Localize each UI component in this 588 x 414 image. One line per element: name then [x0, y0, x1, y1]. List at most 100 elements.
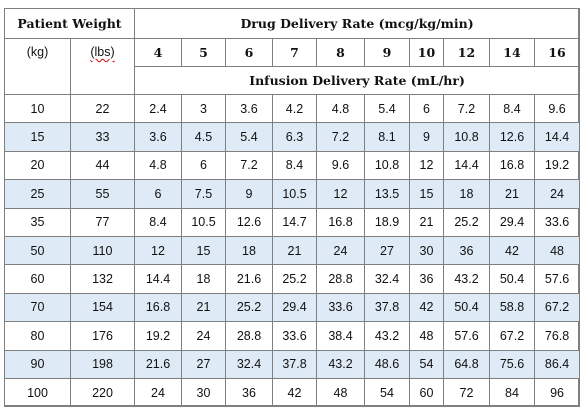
infusion-rate-cell: 21.6 [134, 349, 182, 379]
infusion-rate-cell: 10.8 [364, 150, 410, 181]
infusion-rate-cell: 30 [409, 235, 444, 266]
table-row: 20 44 4.8 6 7.2 8.4 9.6 10.8 12 14.4 16.8 19.2 [4, 150, 581, 181]
weight-kg-cell: 60 [4, 264, 71, 294]
infusion-rate-cell: 27 [364, 235, 410, 266]
weight-kg-cell: 25 [4, 179, 71, 209]
infusion-rate-cell: 8.4 [272, 150, 317, 181]
infusion-rate-cell: 16.8 [316, 207, 365, 237]
header-row-1: Patient Weight Drug Delivery Rate (mcg/k… [4, 8, 581, 39]
infusion-rate-cell: 10.5 [272, 179, 317, 209]
infusion-rate-cell: 84 [489, 377, 535, 408]
kg-unit-header: (kg) [4, 38, 71, 95]
infusion-rate-cell: 36 [225, 377, 273, 408]
weight-kg-cell: 10 [4, 93, 71, 124]
weight-kg-cell: 50 [4, 235, 71, 266]
weight-kg-cell: 90 [4, 349, 71, 379]
infusion-rate-cell: 67.2 [533, 292, 581, 323]
infusion-rate-cell: 29.4 [489, 207, 535, 237]
table-row: 100 220 24 30 36 42 48 54 60 72 84 96 [4, 377, 581, 408]
dose-header: 8 [316, 38, 365, 67]
table-body: 10 22 2.4 3 3.6 4.2 4.8 5.4 6 7.2 8.4 9.6 15 33 3.6 4.5… [4, 93, 581, 408]
weight-lbs-cell: 198 [70, 349, 135, 379]
infusion-rate-cell: 64.8 [443, 349, 490, 379]
infusion-rate-cell: 8.1 [364, 122, 410, 152]
dose-header: 5 [181, 38, 226, 67]
infusion-rate-cell: 24 [181, 321, 226, 351]
infusion-rate-cell: 7.2 [225, 150, 273, 181]
infusion-rate-cell: 14.4 [134, 264, 182, 294]
infusion-rate-cell: 12.6 [225, 207, 273, 237]
infusion-rate-cell: 50.4 [489, 264, 535, 294]
infusion-rate-cell: 37.8 [364, 292, 410, 323]
infusion-rate-cell: 14.4 [443, 150, 490, 181]
infusion-rate-cell: 3.6 [225, 93, 273, 124]
infusion-rate-cell: 6 [134, 179, 182, 209]
infusion-rate-cell: 8.4 [134, 207, 182, 237]
infusion-rate-cell: 21 [489, 179, 535, 209]
infusion-rate-cell: 4.8 [134, 150, 182, 181]
header-row-2: (kg) (lbs) 4 5 6 7 8 9 10 12 14 16 [4, 38, 581, 95]
infusion-rate-cell: 9 [409, 122, 444, 152]
infusion-rate-cell: 33.6 [272, 321, 317, 351]
infusion-rate-cell: 16.8 [489, 150, 535, 181]
infusion-rate-cell: 18 [443, 179, 490, 209]
infusion-rate-cell: 21 [181, 292, 226, 323]
dosage-table-frame: Patient Weight Drug Delivery Rate (mcg/k… [4, 8, 581, 408]
infusion-rate-cell: 50.4 [443, 292, 490, 323]
dose-header: 12 [443, 38, 490, 67]
weight-lbs-cell: 77 [70, 207, 135, 237]
table-row: 25 55 6 7.5 9 10.5 12 13.5 15 18 21 24 [4, 179, 581, 209]
infusion-rate-cell: 42 [272, 377, 317, 408]
weight-lbs-cell: 55 [70, 179, 135, 209]
infusion-rate-cell: 13.5 [364, 179, 410, 209]
table-row: 90 198 21.6 27 32.4 37.8 43.2 48.6 54 64.8 75.6 86.… [4, 349, 581, 379]
weight-lbs-cell: 154 [70, 292, 135, 323]
infusion-rate-cell: 24 [533, 179, 581, 209]
weight-lbs-cell: 44 [70, 150, 135, 181]
weight-kg-cell: 15 [4, 122, 71, 152]
weight-lbs-cell: 220 [70, 377, 135, 408]
infusion-rate-cell: 37.8 [272, 349, 317, 379]
infusion-rate-cell: 28.8 [225, 321, 273, 351]
table-row: 15 33 3.6 4.5 5.4 6.3 7.2 8.1 9 10.8 12.6 14.4 [4, 122, 581, 152]
dose-header: 10 [409, 38, 444, 67]
infusion-rate-cell: 48.6 [364, 349, 410, 379]
infusion-rate-cell: 43.2 [443, 264, 490, 294]
infusion-rate-cell: 15 [409, 179, 444, 209]
infusion-rate-cell: 86.4 [533, 349, 581, 379]
table-row: 60 132 14.4 18 21.6 25.2 28.8 32.4 36 43.2 50.4 57.… [4, 264, 581, 294]
infusion-rate-cell: 8.4 [489, 93, 535, 124]
infusion-rate-cell: 7.5 [181, 179, 226, 209]
dose-header: 9 [364, 38, 410, 67]
infusion-rate-cell: 36 [443, 235, 490, 266]
infusion-rate-cell: 7.2 [316, 122, 365, 152]
patient-weight-header: Patient Weight [4, 8, 135, 39]
infusion-rate-cell: 7.2 [443, 93, 490, 124]
infusion-rate-cell: 75.6 [489, 349, 535, 379]
drug-delivery-rate-header: Drug Delivery Rate (mcg/kg/min) [133, 8, 581, 39]
infusion-rate-cell: 60 [409, 377, 444, 408]
infusion-rate-cell: 18.9 [364, 207, 410, 237]
infusion-rate-cell: 21 [409, 207, 444, 237]
weight-lbs-cell: 176 [70, 321, 135, 351]
infusion-rate-cell: 33.6 [533, 207, 581, 237]
infusion-rate-cell: 21.6 [225, 264, 273, 294]
infusion-rate-cell: 29.4 [272, 292, 317, 323]
infusion-rate-cell: 42 [489, 235, 535, 266]
lbs-unit-text: (lbs) [90, 45, 115, 59]
table-row: 10 22 2.4 3 3.6 4.2 4.8 5.4 6 7.2 8.4 9.6 [4, 93, 581, 124]
infusion-rate-cell: 24 [316, 235, 365, 266]
dose-header: 4 [134, 38, 182, 67]
infusion-rate-cell: 54 [364, 377, 410, 408]
infusion-delivery-rate-header: Infusion Delivery Rate (mL/hr) [133, 66, 581, 95]
infusion-rate-cell: 28.8 [316, 264, 365, 294]
infusion-rate-cell: 48 [316, 377, 365, 408]
infusion-rate-cell: 27 [181, 349, 226, 379]
dose-header: 14 [489, 38, 535, 67]
infusion-rate-cell: 43.2 [364, 321, 410, 351]
infusion-rate-cell: 48 [409, 321, 444, 351]
infusion-rate-cell: 32.4 [225, 349, 273, 379]
infusion-rate-cell: 30 [181, 377, 226, 408]
infusion-rate-cell: 42 [409, 292, 444, 323]
infusion-rate-cell: 5.4 [225, 122, 273, 152]
